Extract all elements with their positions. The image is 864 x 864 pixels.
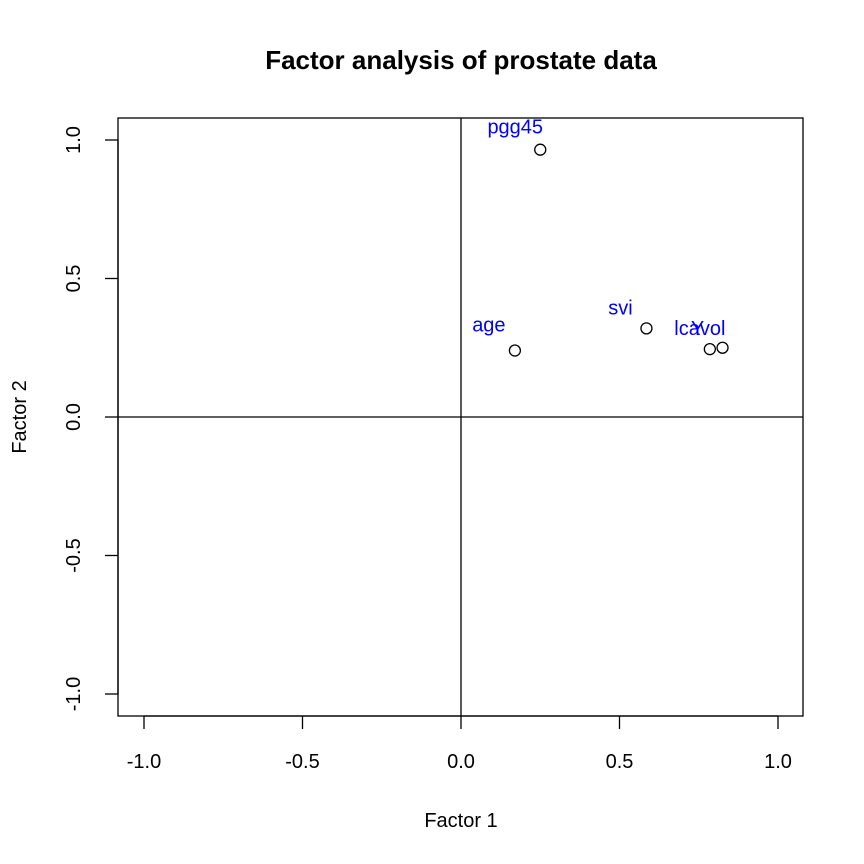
y-tick-label: 0.5 (63, 265, 85, 293)
x-tick-label: 0.0 (447, 751, 475, 773)
point-label-lcavol: lcavol (674, 318, 725, 340)
y-axis-ticks: -1.0 -0.5 0.0 0.5 1.0 (63, 126, 119, 711)
point-label-age: age (472, 315, 505, 337)
x-tick-label: -1.0 (127, 751, 161, 773)
y-tick-label: -1.0 (63, 677, 85, 711)
x-tick-label: 1.0 (764, 751, 792, 773)
data-point-pgg45 (534, 143, 547, 156)
data-point-svi (640, 322, 653, 335)
reference-lines (118, 118, 803, 716)
x-axis-ticks: -1.0 -0.5 0.0 0.5 1.0 (127, 715, 792, 773)
y-axis-label: Factor 2 (9, 380, 31, 453)
data-point-lcavol (703, 342, 716, 356)
data-point-y (716, 341, 729, 354)
x-axis-label: Factor 1 (424, 810, 497, 832)
x-tick-label: 0.5 (606, 751, 634, 773)
chart-title: Factor analysis of prostate data (265, 45, 657, 75)
point-label-pgg45: pgg45 (487, 117, 543, 139)
y-tick-label: 1.0 (63, 126, 85, 154)
x-tick-label: -0.5 (285, 751, 319, 773)
data-point-age (508, 344, 522, 357)
y-tick-label: -0.5 (63, 538, 85, 572)
y-tick-label: 0.0 (63, 403, 85, 431)
point-label-svi: svi (608, 297, 632, 319)
point-label-y: Y (691, 318, 704, 340)
